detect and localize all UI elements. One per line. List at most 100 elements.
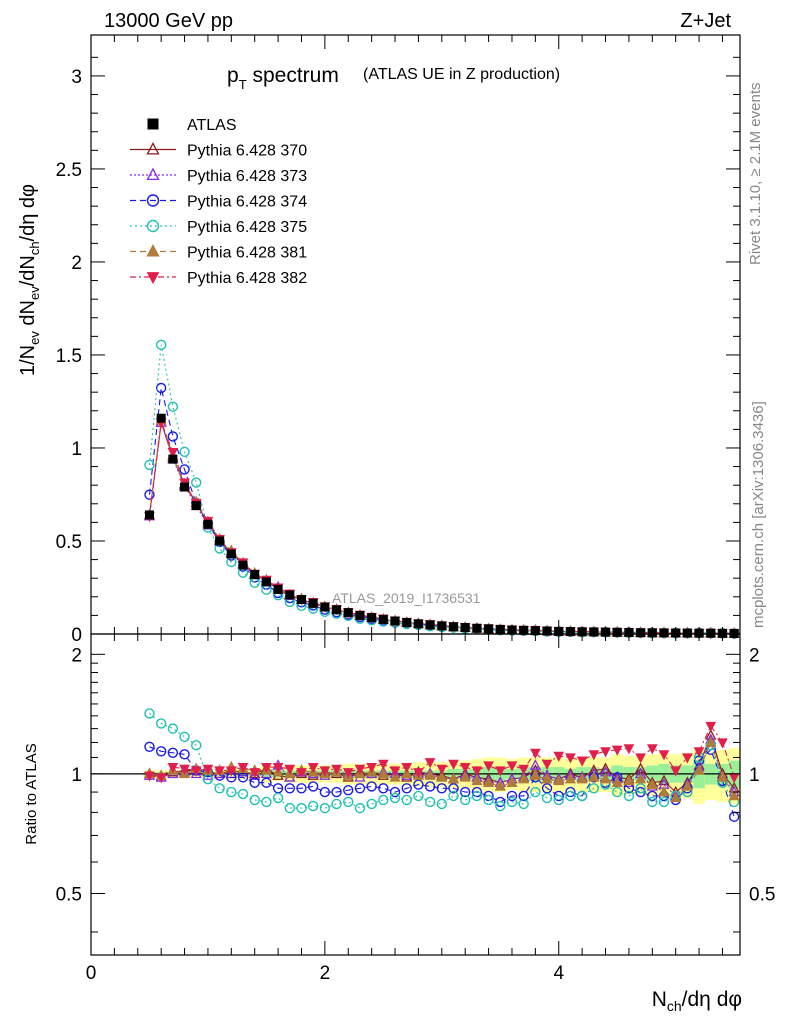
main-data-point	[413, 619, 423, 629]
legend-marker-2	[146, 167, 160, 181]
ratio-series-3-point	[635, 786, 646, 798]
ratio-series-4-point	[343, 796, 354, 808]
ratio-series-3-point	[366, 781, 377, 792]
ratio-ytick-label: 2	[71, 645, 82, 666]
ratio-series-3-point	[331, 786, 342, 798]
ratio-series-1-point	[658, 774, 670, 786]
ratio-series-3-point	[167, 747, 179, 759]
ratio-series-5-point	[564, 772, 577, 784]
ratio-series-4-point	[144, 708, 155, 719]
title-rest: spectrum	[247, 64, 339, 87]
ratio-series-1-point	[635, 762, 647, 774]
legend-label-3: Pythia 6.428 374	[187, 194, 307, 211]
energy-label: 13000 GeV pp	[104, 10, 233, 32]
ratio-series-6-point	[693, 747, 705, 758]
ratio-series-4-point	[378, 794, 389, 806]
main-series-6-point	[167, 448, 179, 459]
ratio-series-5-point	[436, 771, 448, 782]
ratio-series-4-point	[191, 740, 202, 751]
ratio-series-5-point	[389, 771, 401, 782]
ylabel-part-3: /dN	[17, 255, 39, 286]
main-data-point	[378, 614, 388, 624]
main-data-point	[215, 536, 225, 546]
ratio-series-3-point	[506, 790, 518, 802]
ratio-series-6-point	[588, 750, 600, 761]
ratio-series-6-point	[179, 764, 190, 775]
x-tick-label: 4	[553, 963, 564, 984]
ratio-series-6-point	[600, 747, 611, 758]
ratio-series-6-point	[576, 756, 588, 767]
title-p: pT spectrum	[227, 64, 339, 92]
ratio-series-3-point	[565, 786, 576, 798]
main-data-point	[542, 626, 552, 636]
main-data-point	[367, 613, 377, 623]
ratio-series-6-point	[307, 763, 319, 774]
ratio-series-6-point	[682, 753, 693, 764]
ratio-series-5-point	[658, 785, 670, 797]
ratio-series-6-point	[471, 766, 483, 777]
ratio-series-3-point	[261, 777, 272, 788]
main-data-point	[226, 549, 236, 559]
ratio-series-6-point	[646, 744, 658, 755]
main-ytick-label: 1	[71, 439, 82, 460]
ratio-series-2-point	[249, 769, 261, 780]
ratio-series-5-point	[377, 767, 389, 779]
ratio-series-4-point	[214, 783, 225, 794]
main-series-4-point	[155, 339, 167, 351]
main-data-point	[203, 519, 213, 529]
ratio-series-4-point	[319, 802, 331, 814]
main-data-point	[296, 595, 306, 605]
ratio-series-4-point	[354, 802, 366, 814]
ratio-series-6-point	[389, 766, 401, 777]
ratio-series-6-point	[378, 759, 389, 770]
ratio-series-4-point	[576, 790, 588, 802]
ylabel-part-4: /dη dφ	[17, 184, 39, 241]
ratio-series-3-point	[459, 786, 471, 798]
ylabel-sub-ev: ev	[27, 331, 42, 345]
ratio-series-4-point	[623, 790, 635, 802]
ratio-series-6-point	[296, 768, 307, 779]
ratio-ytick-label: 0.5	[56, 884, 82, 905]
main-data-point	[495, 624, 505, 634]
ratio-series-6-point	[623, 744, 635, 755]
ratio-series-3-point	[436, 783, 448, 794]
ratio-series-6-point	[670, 766, 682, 777]
ratio-ytick-label-right: 2	[749, 645, 760, 666]
ratio-series-4-point	[155, 718, 167, 729]
legend-label-6: Pythia 6.428 382	[187, 270, 307, 287]
ratio-series-2-point	[190, 767, 202, 779]
ratio-series-4-point	[366, 798, 377, 810]
ratio-series-4-point	[483, 794, 494, 806]
main-series-4-point	[167, 401, 179, 412]
main-data-point	[402, 617, 412, 627]
ratio-series-3-point	[413, 779, 424, 790]
ratio-series-4-point	[495, 800, 506, 812]
ratio-series-5-point	[716, 771, 729, 782]
ratio-series-6-point	[155, 773, 167, 784]
ratio-series-6-point	[436, 764, 448, 775]
main-ytick-label: 3	[71, 67, 82, 88]
ratio-series-5-point	[447, 772, 460, 784]
legend-label-2: Pythia 6.428 373	[187, 168, 307, 185]
legend-marker-1	[146, 142, 160, 155]
ratio-series-4-point	[424, 796, 436, 808]
ratio-series-6-point	[272, 763, 284, 774]
ratio-series-6-point	[331, 764, 342, 775]
main-data-point	[682, 628, 692, 638]
ylabel-sub-ev2: ev	[27, 286, 42, 300]
ratio-series-4-point	[635, 783, 646, 794]
ratio-series-4-point	[553, 794, 564, 806]
ratio-series-3-point	[144, 741, 155, 753]
ratio-series-6-point	[401, 763, 413, 774]
ratio-series-5-point	[576, 772, 588, 784]
ratio-series-6-point	[261, 763, 272, 774]
ratio-series-3-point	[307, 781, 319, 792]
ratio-series-5-point	[693, 764, 705, 775]
title-paren: (ATLAS UE in Z production)	[363, 66, 560, 83]
ratio-ticks: 0.5 0.5 1 1 2 2 0 2 4	[56, 634, 775, 984]
ratio-series-5-point	[670, 791, 682, 803]
x-tick-label: 0	[86, 963, 97, 984]
main-series-4-point	[144, 459, 155, 471]
ratio-series-3-point	[483, 790, 494, 802]
main-data-point	[390, 616, 400, 626]
